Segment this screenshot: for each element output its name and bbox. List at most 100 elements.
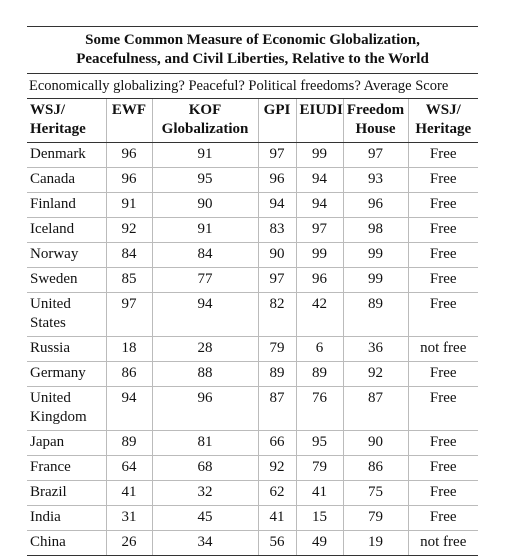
subtitle: Economically globalizing? Peaceful? Poli…: [27, 74, 478, 99]
table-cell: Canada: [27, 167, 106, 193]
table-cell: China: [27, 530, 106, 556]
header-line: Heritage: [415, 121, 472, 137]
table-cell: Free: [407, 455, 478, 481]
table-cell: Free: [407, 361, 478, 387]
table-cell: not free: [407, 336, 478, 362]
table-cell: 94: [105, 386, 152, 431]
header-line: House: [355, 121, 396, 137]
table-cell: 45: [151, 505, 258, 531]
table-cell: 68: [151, 455, 258, 481]
table-cell: Free: [407, 242, 478, 268]
table-row: Denmark 96 91 97 99 97 Free: [27, 142, 478, 168]
table-cell: India: [27, 505, 106, 531]
table-cell: 94: [295, 167, 343, 193]
table-cell: 32: [151, 480, 258, 506]
column-header: KOF Globalization: [151, 99, 258, 143]
table-cell: 94: [257, 192, 296, 218]
table-cell: 36: [342, 336, 408, 362]
table-cell: Free: [407, 430, 478, 456]
table-cell: Finland: [27, 192, 106, 218]
document: Some Common Measure of Economic Globaliz…: [27, 26, 478, 556]
table-cell: Brazil: [27, 480, 106, 506]
table-cell: 87: [257, 386, 296, 431]
header-line: WSJ/: [30, 102, 66, 118]
table-cell: 91: [151, 217, 258, 243]
table-row: Finland 91 90 94 94 96 Free: [27, 192, 478, 218]
table-cell: Free: [407, 192, 478, 218]
table-cell: 79: [342, 505, 408, 531]
table-cell: 96: [105, 167, 152, 193]
table-cell: 62: [257, 480, 296, 506]
table-row: Japan 89 81 66 95 90 Free: [27, 430, 478, 456]
table-cell: 92: [342, 361, 408, 387]
title-line: Some Common Measure of Economic Globaliz…: [85, 32, 420, 48]
header-line: EIUDI: [299, 102, 343, 118]
table-cell: 42: [295, 292, 343, 337]
table-cell: 95: [295, 430, 343, 456]
table-cell: Free: [407, 167, 478, 193]
table-cell: Norway: [27, 242, 106, 268]
table-cell: 26: [105, 530, 152, 556]
title: Some Common Measure of Economic Globaliz…: [27, 26, 478, 74]
table-cell: France: [27, 455, 106, 481]
table-row: France 64 68 92 79 86 Free: [27, 455, 478, 481]
table-cell: Free: [407, 267, 478, 293]
table-cell: 97: [257, 267, 296, 293]
table-cell: 77: [151, 267, 258, 293]
table-cell: 91: [105, 192, 152, 218]
table-cell: Free: [407, 217, 478, 243]
title-line: Peacefulness, and Civil Liberties, Relat…: [76, 51, 429, 67]
table-cell: 96: [105, 142, 152, 168]
header-line: GPI: [263, 102, 291, 118]
table-cell: Sweden: [27, 267, 106, 293]
table-cell: 97: [295, 217, 343, 243]
table-cell: 31: [105, 505, 152, 531]
table-row: Norway 84 84 90 99 99 Free: [27, 242, 478, 268]
table-cell: 49: [295, 530, 343, 556]
table-row: Russia 18 28 79 6 36 not free: [27, 336, 478, 362]
table-cell: 96: [151, 386, 258, 431]
table-cell: 94: [295, 192, 343, 218]
table-cell: 91: [151, 142, 258, 168]
table-cell: 96: [257, 167, 296, 193]
table-cell: 96: [295, 267, 343, 293]
table-row: India 31 45 41 15 79 Free: [27, 505, 478, 531]
header-row: WSJ/Heritage EWF KOF Globalization GPI EIUDI F…: [27, 99, 478, 143]
table-cell: Japan: [27, 430, 106, 456]
table-cell: 41: [295, 480, 343, 506]
header-line: Globalization: [161, 121, 249, 137]
table-body: Denmark 96 91 97 99 97 Free Canada 96 95 96 94 93 Fre…: [27, 142, 478, 556]
table-cell: 89: [295, 361, 343, 387]
table-cell: 28: [151, 336, 258, 362]
table-cell: 34: [151, 530, 258, 556]
table-cell: 96: [342, 192, 408, 218]
column-header: EWF: [105, 99, 152, 143]
table-cell: Free: [407, 142, 478, 168]
table-cell: United Kingdom: [27, 386, 106, 431]
table-cell: 6: [295, 336, 343, 362]
header-line: Heritage: [30, 121, 86, 137]
table-cell: Free: [407, 505, 478, 531]
table-row: United Kingdom 94 96 87 76 87 Free: [27, 386, 478, 431]
table-cell: 99: [342, 242, 408, 268]
table-cell: 99: [295, 242, 343, 268]
table-cell: 18: [105, 336, 152, 362]
table-cell: 92: [105, 217, 152, 243]
table-cell: 81: [151, 430, 258, 456]
table-cell: 97: [257, 142, 296, 168]
table-row: Canada 96 95 96 94 93 Free: [27, 167, 478, 193]
table-cell: 41: [257, 505, 296, 531]
table-cell: 76: [295, 386, 343, 431]
table-cell: 99: [295, 142, 343, 168]
table-cell: 56: [257, 530, 296, 556]
table-cell: Free: [407, 480, 478, 506]
header-line: KOF: [188, 102, 222, 118]
table-row: Germany 86 88 89 89 92 Free: [27, 361, 478, 387]
table-cell: 85: [105, 267, 152, 293]
table-cell: 94: [151, 292, 258, 337]
table-cell: 19: [342, 530, 408, 556]
table-cell: United States: [27, 292, 106, 337]
header-line: EWF: [111, 102, 147, 118]
table-cell: 89: [257, 361, 296, 387]
table-cell: Germany: [27, 361, 106, 387]
